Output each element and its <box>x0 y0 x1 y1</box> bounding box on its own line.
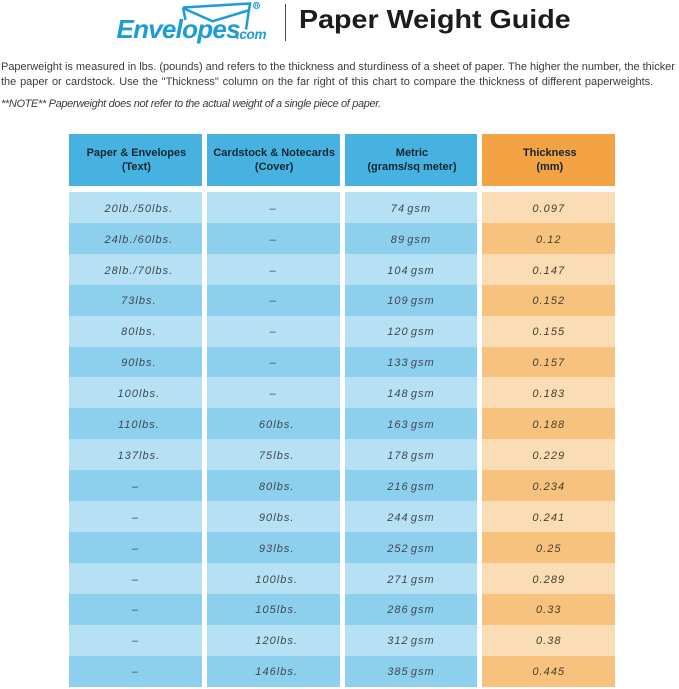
svg-text:R: R <box>254 3 259 10</box>
